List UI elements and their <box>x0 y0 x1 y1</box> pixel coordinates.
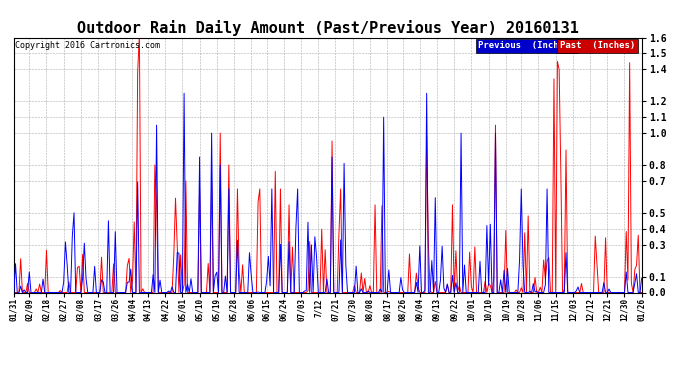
Text: Previous  (Inches): Previous (Inches) <box>478 41 575 50</box>
Text: Copyright 2016 Cartronics.com: Copyright 2016 Cartronics.com <box>15 41 160 50</box>
Title: Outdoor Rain Daily Amount (Past/Previous Year) 20160131: Outdoor Rain Daily Amount (Past/Previous… <box>77 20 579 36</box>
Text: Past  (Inches): Past (Inches) <box>560 41 635 50</box>
